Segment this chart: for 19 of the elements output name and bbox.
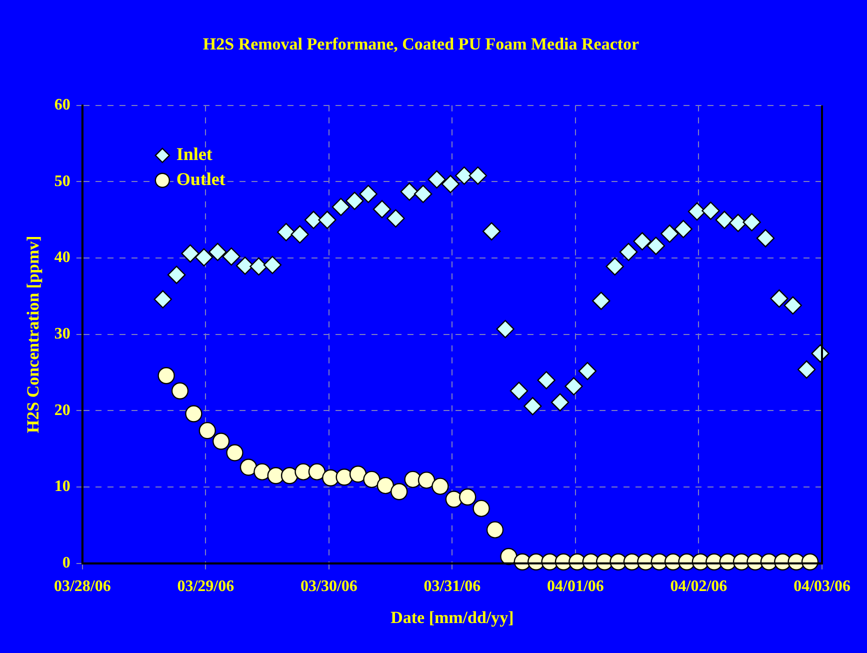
x-tick-label: 03/31/06 — [424, 578, 481, 596]
y-tick-label: 30 — [54, 326, 70, 343]
y-tick-label: 10 — [54, 478, 70, 496]
y-tick-label: 40 — [54, 249, 70, 266]
y-tick-label: 50 — [54, 172, 70, 190]
y-tick-label: 60 — [54, 96, 70, 114]
x-tick-label: 03/28/06 — [54, 578, 111, 596]
y-axis-title: H2S Concentration [ppmv] — [24, 236, 43, 434]
x-tick-label: 04/01/06 — [547, 578, 604, 596]
y-tick-label: 0 — [62, 554, 70, 572]
x-axis-title: Date [mm/dd/yy] — [390, 608, 514, 628]
legend-label: Outlet — [176, 169, 226, 190]
x-tick-label: 04/02/06 — [670, 578, 728, 596]
x-tick-label: 03/30/06 — [300, 578, 358, 596]
x-tick-label: 04/03/06 — [794, 578, 850, 596]
chart-title: H2S Removal Performane, Coated PU Foam Media Reactor — [202, 34, 640, 54]
x-tick-label: 03/29/06 — [177, 578, 234, 596]
legend-label: Inlet — [176, 144, 212, 164]
y-tick-label: 20 — [54, 402, 70, 419]
